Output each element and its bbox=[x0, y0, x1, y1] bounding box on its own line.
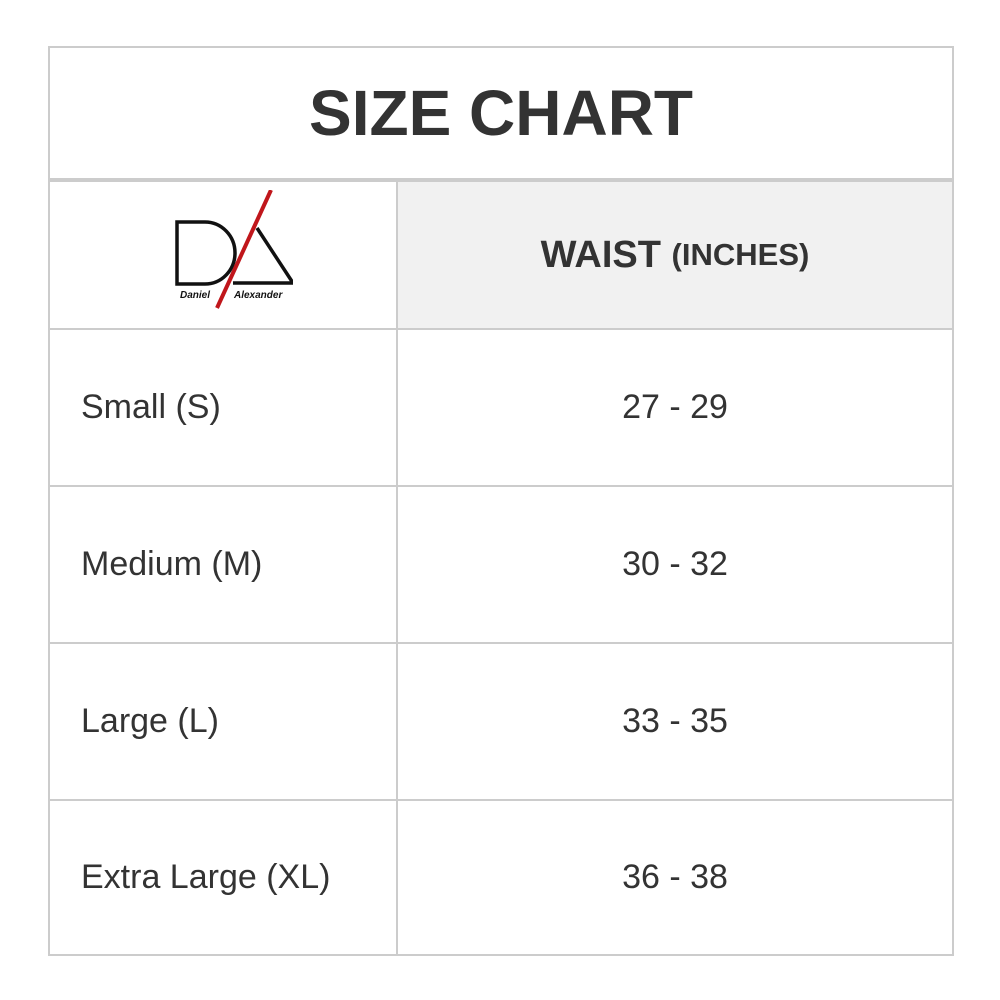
page-title: SIZE CHART bbox=[50, 48, 952, 182]
measure-label: WAIST bbox=[540, 233, 661, 276]
logo-cell: Daniel Alexander bbox=[50, 182, 398, 328]
waist-cell: 27 - 29 bbox=[622, 388, 728, 426]
waist-header: WAIST (INCHES) bbox=[398, 182, 952, 328]
table-row: Medium (M) 30 - 32 bbox=[50, 487, 952, 644]
table-row: Extra Large (XL) 36 - 38 bbox=[50, 801, 952, 954]
size-cell: Extra Large (XL) bbox=[50, 801, 398, 954]
unit-label: (INCHES) bbox=[671, 237, 810, 272]
waist-cell: 36 - 38 bbox=[622, 858, 728, 896]
table-row: Large (L) 33 - 35 bbox=[50, 644, 952, 801]
svg-text:Daniel: Daniel bbox=[180, 290, 210, 301]
size-cell: Large (L) bbox=[50, 644, 398, 799]
size-chart-table: SIZE CHART Daniel Alexander WAIST (INCHE… bbox=[48, 46, 954, 956]
waist-cell: 33 - 35 bbox=[622, 702, 728, 740]
header-row: Daniel Alexander WAIST (INCHES) bbox=[50, 182, 952, 330]
brand-logo: Daniel Alexander bbox=[175, 190, 293, 309]
waist-cell: 30 - 32 bbox=[622, 545, 728, 583]
size-cell: Medium (M) bbox=[50, 487, 398, 642]
table-row: Small (S) 27 - 29 bbox=[50, 330, 952, 487]
svg-text:Alexander: Alexander bbox=[233, 290, 283, 301]
size-cell: Small (S) bbox=[50, 330, 398, 485]
